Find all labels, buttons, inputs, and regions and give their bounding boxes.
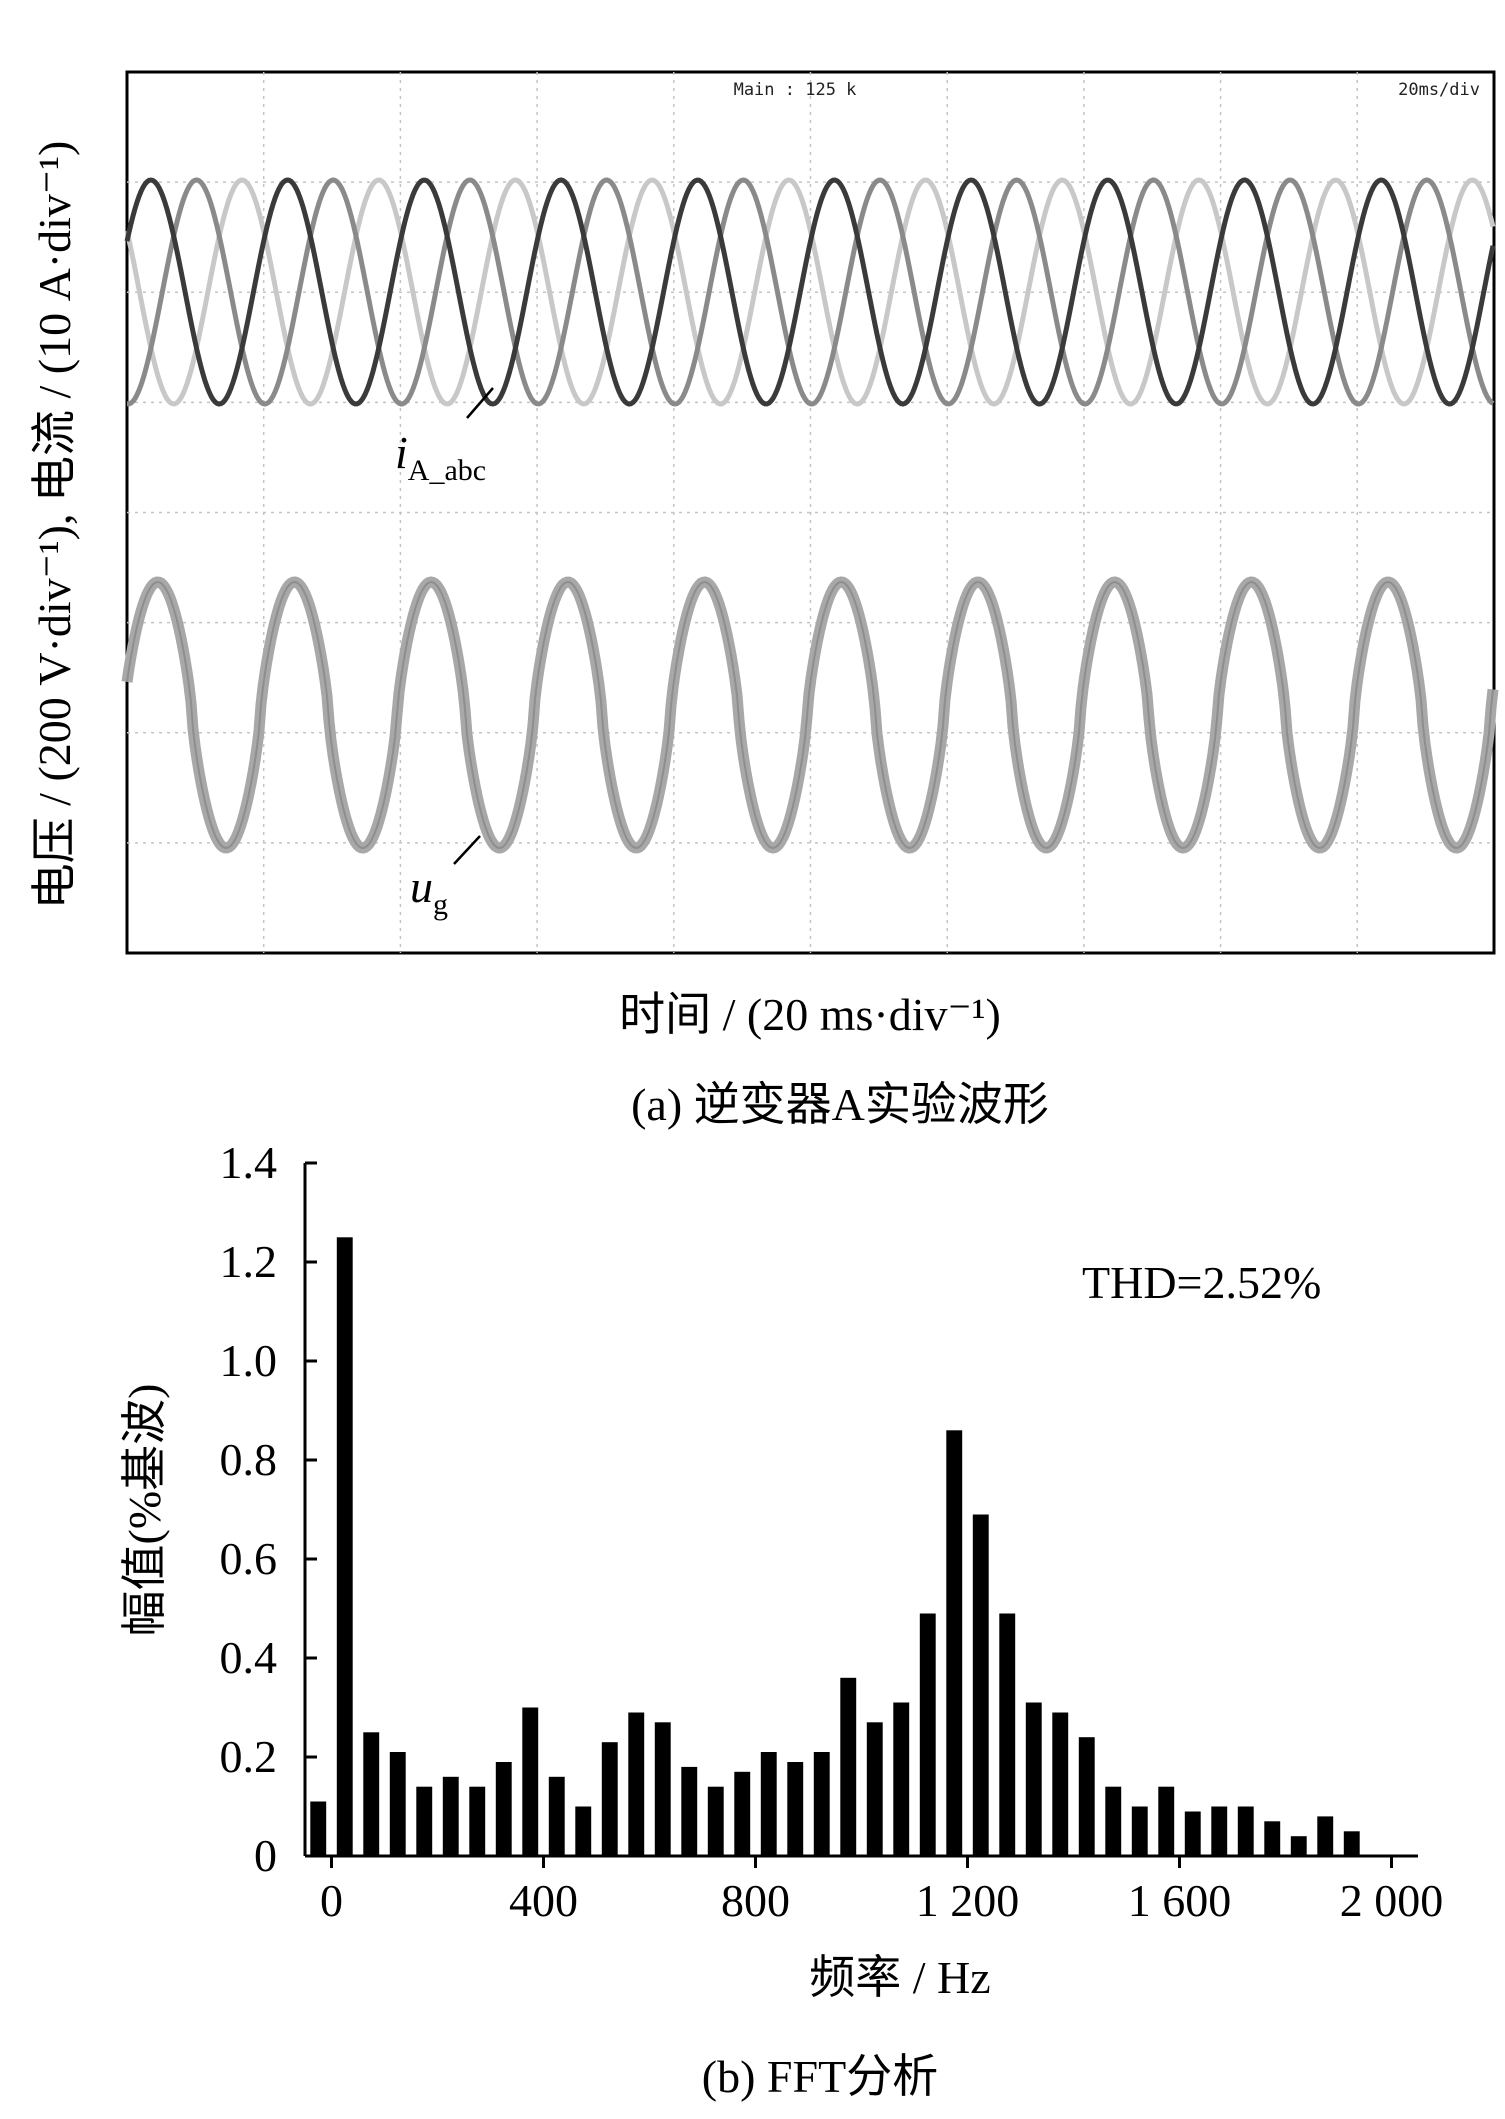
fft-bar — [628, 1712, 645, 1856]
fft-bar — [1264, 1821, 1281, 1856]
voltage-waveform — [121, 576, 1499, 854]
fft-bar — [548, 1776, 565, 1856]
voltage-label-leader — [453, 835, 481, 865]
scope-x-axis-title: 时间 / (20 ms·div⁻¹) — [619, 989, 1001, 1040]
current-label-sub: A_abc — [408, 454, 486, 487]
voltage-line — [126, 580, 1494, 850]
current-label-leader — [466, 387, 494, 419]
fft-bar — [310, 1801, 327, 1856]
fft-y-tick-label: 0.8 — [220, 1434, 278, 1485]
current-phase-line — [124, 177, 1496, 407]
fft-panel: 0 0.2 0.4 0.6 0.8 1.0 1.2 1.4 0 400 800 1 200 1 600… — [119, 1137, 1443, 2102]
fft-y-tick-label: 1.2 — [220, 1236, 278, 1287]
scope-header-timebase: 20ms/div — [1398, 80, 1480, 100]
fft-bar — [972, 1514, 989, 1856]
fft-bar — [1290, 1836, 1307, 1856]
fft-bar — [363, 1732, 380, 1857]
fft-y-tick-label: 1.4 — [220, 1137, 278, 1188]
fft-bar — [1052, 1712, 1069, 1856]
fft-bar — [1158, 1786, 1175, 1856]
fft-bar — [1105, 1786, 1122, 1856]
fft-bar — [469, 1786, 486, 1856]
current-waveforms — [124, 177, 1496, 407]
fft-bar — [1343, 1831, 1360, 1857]
fft-bar — [654, 1722, 671, 1856]
fft-bar — [946, 1430, 963, 1856]
fft-bar — [1317, 1816, 1334, 1856]
fft-x-axis-title: 频率 / Hz — [809, 1952, 990, 2003]
fft-bar — [813, 1752, 830, 1856]
fft-bar — [919, 1613, 936, 1856]
fft-bar — [1211, 1806, 1228, 1856]
fft-x-tick-label: 1 600 — [1128, 1875, 1232, 1926]
voltage-label-main: u — [410, 861, 433, 912]
fft-bar — [866, 1722, 883, 1856]
fft-bar — [575, 1806, 592, 1856]
fft-bar — [416, 1786, 433, 1856]
fft-bar — [787, 1762, 804, 1856]
fft-bar — [601, 1742, 618, 1856]
scope-header-main: Main : 125 k — [734, 80, 857, 100]
fft-x-ticks: 0 400 800 1 200 1 600 2 000 — [320, 1856, 1443, 1926]
fft-x-tick-label: 2 000 — [1340, 1875, 1444, 1926]
fft-bar — [734, 1771, 751, 1856]
current-series-label: iA_abc — [395, 427, 486, 487]
current-phase-line — [126, 177, 1495, 407]
fft-x-tick-label: 800 — [721, 1875, 790, 1926]
fft-y-tick-label: 0.4 — [220, 1632, 278, 1683]
panel-a-caption: (a) 逆变器A实验波形 — [631, 1079, 1049, 1130]
fft-bar — [999, 1613, 1016, 1856]
fft-y-tick-label: 0 — [254, 1830, 277, 1881]
fft-bar — [760, 1752, 777, 1856]
fft-bar — [840, 1677, 857, 1856]
fft-bar — [1025, 1702, 1042, 1856]
fft-bar — [336, 1237, 353, 1857]
fft-bar — [893, 1702, 910, 1856]
scope-y-axis-title: 电压 / (200 V·div⁻¹), 电流 / (10 A·div⁻¹) — [29, 141, 80, 910]
voltage-label-sub: g — [433, 888, 448, 921]
fft-x-tick-label: 0 — [320, 1875, 343, 1926]
fft-x-tick-label: 1 200 — [916, 1875, 1020, 1926]
fft-bar — [1131, 1806, 1148, 1856]
fft-bar — [389, 1752, 406, 1856]
fft-y-tick-label: 1.0 — [220, 1335, 278, 1386]
fft-y-ticks: 0 0.2 0.4 0.6 0.8 1.0 1.2 1.4 — [220, 1137, 317, 1881]
fft-bar — [1184, 1811, 1201, 1856]
fft-bar — [495, 1762, 512, 1856]
scope-grid — [127, 72, 1494, 953]
panel-b-caption: (b) FFT分析 — [702, 2051, 938, 2102]
fft-bar — [522, 1707, 539, 1856]
current-phase-line — [124, 177, 1496, 407]
scope-panel: Main : 125 k 20ms/div iA_abc ug 电压 / (20… — [29, 70, 1499, 1130]
voltage-series-label: ug — [410, 861, 448, 921]
fft-bar — [1078, 1737, 1095, 1856]
fft-bar — [442, 1776, 459, 1856]
fft-y-tick-label: 0.6 — [220, 1533, 278, 1584]
fft-bar — [707, 1786, 724, 1856]
current-label-main: i — [395, 427, 408, 478]
thd-annotation: THD=2.52% — [1082, 1257, 1321, 1308]
fft-y-tick-label: 0.2 — [220, 1731, 278, 1782]
fft-bars — [310, 1237, 1360, 1857]
fft-y-axis-title: 幅值(%基波) — [119, 1384, 170, 1637]
fft-bar — [681, 1766, 698, 1856]
fft-bar — [1237, 1806, 1254, 1856]
fft-x-tick-label: 400 — [509, 1875, 578, 1926]
